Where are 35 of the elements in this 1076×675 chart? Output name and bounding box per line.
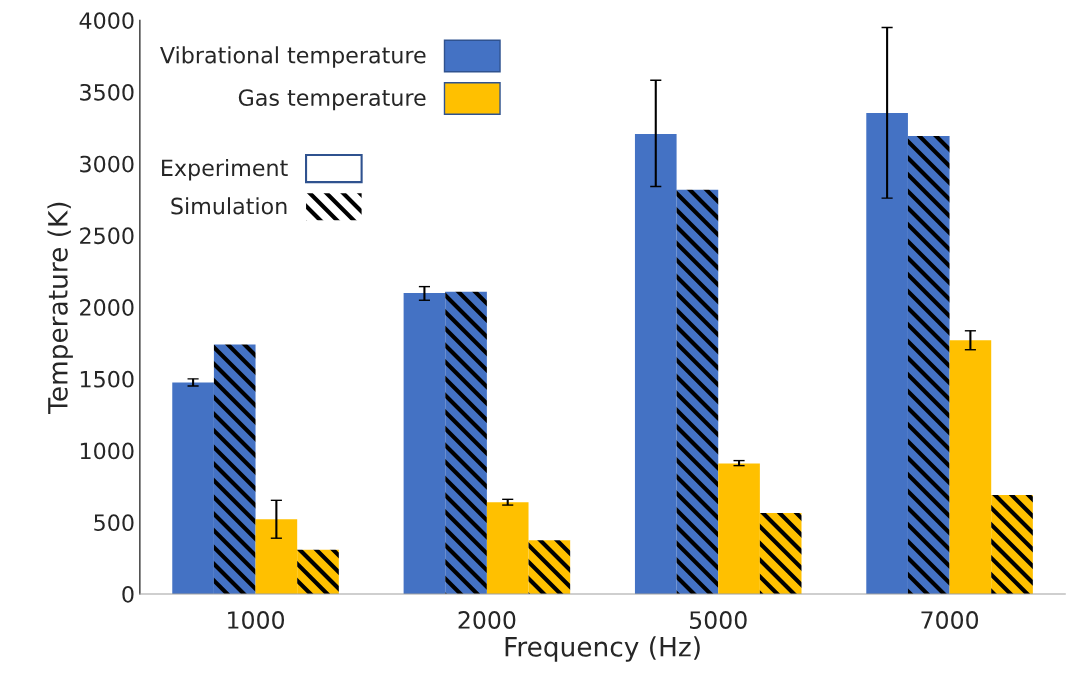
bar <box>634 134 677 594</box>
y-tick-label: 0 <box>122 585 134 603</box>
y-tick-label: 2500 <box>80 227 134 245</box>
bar <box>528 540 571 594</box>
y-tick-label: 1000 <box>80 442 134 460</box>
bar <box>718 463 760 594</box>
bar <box>991 495 1033 594</box>
y-axis-title: Temperature (K) <box>47 202 73 414</box>
y-tick-label: 2000 <box>80 299 134 316</box>
y-tick-label: 3500 <box>80 83 134 101</box>
bar <box>907 136 950 594</box>
x-axis-title: Frequency (Hz) <box>505 636 700 662</box>
bar <box>676 189 719 594</box>
annotation: Experiment <box>162 159 288 181</box>
bar <box>866 112 908 594</box>
y-tick-label: 500 <box>94 514 134 532</box>
bar <box>949 340 992 594</box>
bar <box>213 344 256 594</box>
legend-label: Gas temperature <box>238 89 426 111</box>
annotation: Simulation <box>171 197 287 215</box>
x-tick-label: 5000 <box>690 611 747 629</box>
x-tick-label: 7000 <box>921 611 979 629</box>
bar <box>759 512 802 594</box>
bar <box>403 292 446 594</box>
y-tick-label: 4000 <box>79 12 134 30</box>
bar <box>297 549 339 594</box>
y-tick-label: 3000 <box>80 155 134 173</box>
bar <box>172 382 214 594</box>
bar <box>445 291 487 594</box>
bar <box>486 502 529 594</box>
legend-label: Vibrational temperature <box>160 46 426 68</box>
y-tick-label: 1500 <box>80 370 134 388</box>
x-tick-label: 1000 <box>228 611 285 629</box>
bar <box>255 519 298 594</box>
x-tick-label: 2000 <box>458 611 516 629</box>
